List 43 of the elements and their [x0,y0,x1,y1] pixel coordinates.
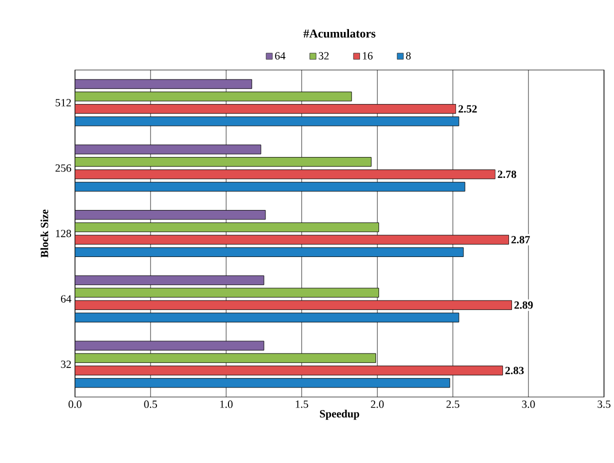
legend-title: #Acumulators [303,29,376,38]
y-tick-label: 512 [56,99,71,106]
x-tick-label: 3.5 [598,400,610,408]
bar [75,79,252,89]
data-label: 2.89 [514,301,533,309]
bar [75,275,264,286]
bar [75,366,503,376]
bar [75,222,380,232]
bar [75,288,380,298]
bar [75,312,460,322]
bar [75,157,372,167]
x-tick-label: 3.0 [522,400,535,408]
x-tick-label: 0.5 [144,400,157,408]
data-label: 2.78 [498,170,516,178]
bar [75,378,450,388]
x-tick-label: 1.0 [220,400,233,408]
bar [75,144,262,154]
data-label: 2.52 [458,105,477,113]
x-tick-label: 2.5 [446,400,460,408]
legend-label: 8 [406,52,411,60]
bar [75,247,464,257]
y-axis-title: Block Size [40,210,48,258]
bar [75,92,352,102]
y-tick-label: 64 [60,295,72,303]
y-tick-label: 128 [56,230,72,238]
bar [75,340,264,350]
bar [75,116,460,126]
bar [75,353,376,363]
x-tick-label: 1.5 [296,400,308,408]
bar [75,210,266,220]
data-label: 2.83 [505,366,524,374]
legend-label: 64 [275,52,286,60]
y-tick-label: 32 [61,360,71,368]
data-label: 2.87 [511,236,530,244]
y-tick-label: 256 [56,164,72,172]
x-tick-label: 0.0 [68,400,82,408]
legend-label: 32 [318,52,329,60]
legend-label: 16 [362,52,373,60]
bar [75,104,456,114]
bar [75,169,496,180]
bar [75,182,466,192]
x-tick-label: 2.0 [370,400,384,408]
x-axis-title: Speedup [320,410,360,420]
